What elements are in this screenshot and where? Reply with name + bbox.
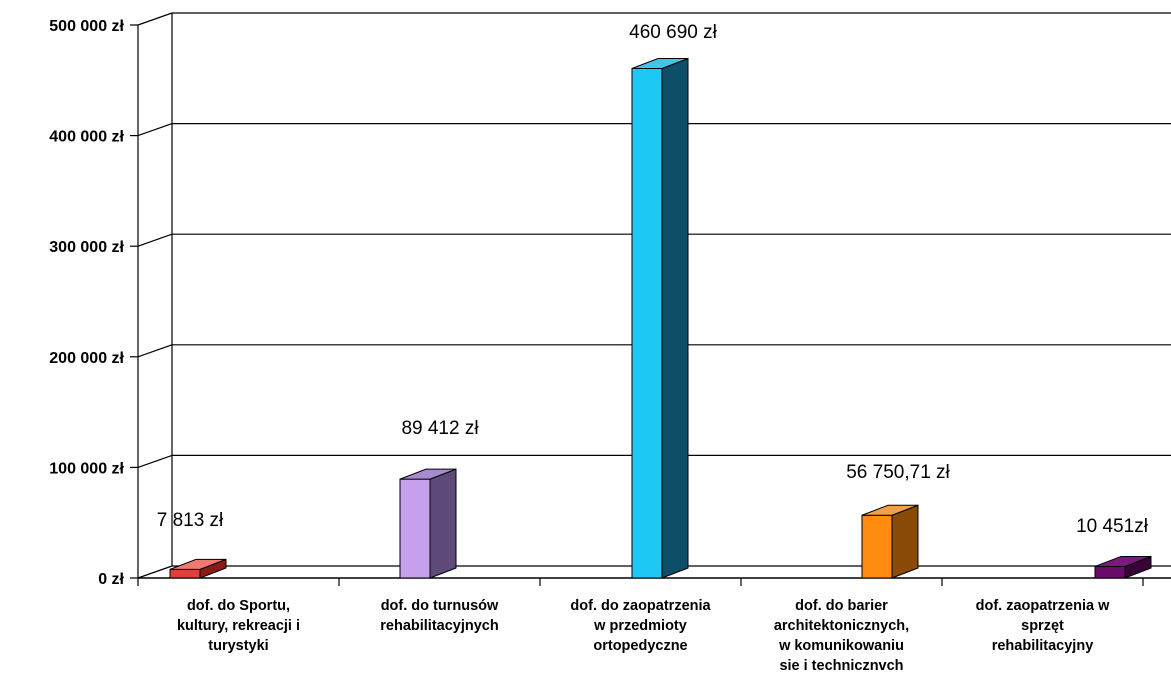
category-label: dof. do turnusów rehabilitacyjnych — [380, 598, 499, 634]
data-label: 56 750,71 zł — [846, 462, 950, 483]
category-label: dof. zaopatrzenia w sprzęt rehabilitacyjny — [976, 598, 1110, 654]
category-label: dof. do barier architektonicznych, w komun… — [774, 598, 909, 674]
data-label: 89 412 zł — [401, 418, 479, 439]
bar-top-face — [169, 558, 227, 570]
category-label-line: sie i technicznvch — [779, 658, 903, 674]
category-label-line: dof. zaopatrzenia w — [976, 598, 1110, 614]
bar — [631, 57, 689, 579]
category-label-line: turystyki — [208, 638, 268, 654]
category-label-line: w przedmioty — [593, 618, 687, 634]
category-label-line: dof. do Sportu, — [187, 598, 290, 614]
bar-side-face — [891, 504, 919, 579]
bar-front-face — [1094, 565, 1126, 579]
gridline-connector — [137, 123, 173, 137]
y-tick-label: 100 000 zł — [49, 460, 124, 477]
bar-top-face — [631, 57, 689, 69]
gridline-connector — [137, 454, 173, 468]
gridline-connector — [137, 344, 173, 358]
x-axis-category-labels: dof. do Sportu, kultury, rekreacji i turys… — [177, 598, 1110, 674]
data-labels: 7 813 zł 89 412 zł 460 690 zł 56 750,71 zł 1… — [157, 22, 1149, 537]
category-label-line: dof. do zaopatrzenia — [570, 598, 711, 614]
bar-side-face — [429, 468, 457, 579]
data-label: 460 690 zł — [629, 22, 717, 43]
category-label-line: sprzęt — [1021, 618, 1064, 634]
category-label-line: w komunikowaniu — [778, 638, 904, 654]
bar — [399, 468, 457, 579]
bar-top-face — [861, 504, 919, 516]
gridline-connector — [137, 233, 173, 247]
bars — [169, 57, 1152, 579]
data-label: 10 451zł — [1076, 516, 1149, 537]
bar-front-face — [399, 478, 431, 579]
category-label-line: ortopedyczne — [593, 638, 687, 654]
category-label-line: kultury, rekreacji i — [177, 618, 300, 634]
bar-top-face — [1094, 555, 1152, 567]
bar — [1094, 555, 1152, 579]
category-label-line: architektonicznych, — [774, 618, 909, 634]
y-tick-label: 500 000 zł — [49, 18, 124, 35]
category-label: dof. do Sportu, kultury, rekreacji i turys… — [177, 598, 300, 654]
bar-top-face — [399, 468, 457, 480]
y-tick-label: 0 zł — [98, 571, 124, 588]
bar-front-face — [861, 514, 893, 579]
category-label: dof. do zaopatrzenia w przedmioty ortopedy… — [570, 598, 711, 654]
bar — [169, 558, 227, 579]
category-label-line: dof. do barier — [795, 598, 888, 614]
bar — [861, 504, 919, 579]
category-label-line: rehabilitacyjnych — [380, 618, 498, 634]
y-tick-label: 300 000 zł — [49, 239, 124, 256]
y-tick-label: 200 000 zł — [49, 350, 124, 367]
category-label-line: dof. do turnusów — [381, 598, 499, 614]
y-axis-tick-labels: 0 zł 100 000 zł 200 000 zł 300 000 zł 400 00… — [49, 18, 124, 588]
category-label-line: rehabilitacyjny — [992, 638, 1094, 654]
data-label: 7 813 zł — [157, 510, 224, 531]
bar-front-face — [631, 67, 663, 579]
gridline-connector — [137, 12, 173, 26]
floor-left-edge — [137, 565, 173, 579]
bar-front-face — [169, 568, 201, 579]
y-tick-label: 400 000 zł — [49, 129, 124, 146]
bar-side-face — [661, 57, 689, 579]
